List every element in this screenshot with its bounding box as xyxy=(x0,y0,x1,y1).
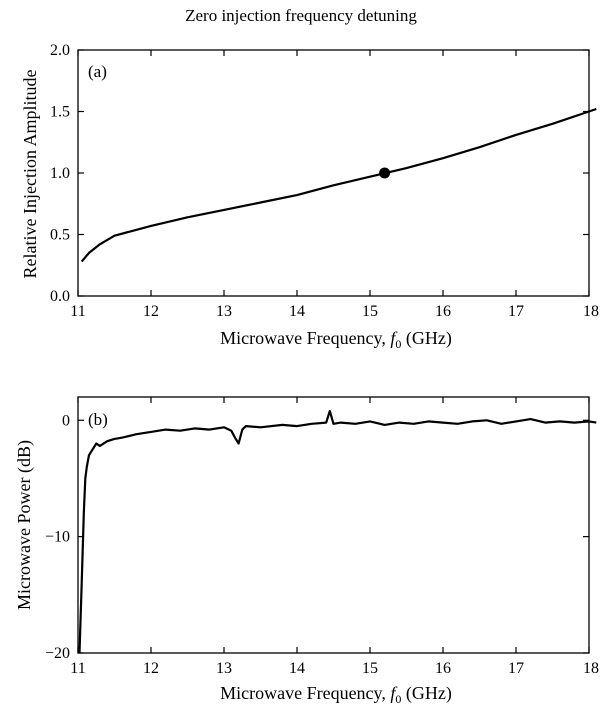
series-line xyxy=(80,107,597,263)
panel-b-x-axis-label: Microwave Frequency, f0 (GHz) xyxy=(220,683,452,706)
panel-a-series xyxy=(80,107,597,263)
series-line xyxy=(78,409,597,654)
panel-b-x-ticks: 11 12 13 14 15 16 17 18 xyxy=(70,397,599,677)
x-tick-label: 14 xyxy=(289,303,305,320)
panel-b-series xyxy=(78,409,597,654)
x-tick-label: 18 xyxy=(583,660,599,677)
panel-a-x-ticks: 11 12 13 14 15 16 17 18 xyxy=(70,50,599,320)
panel-b-y-ticks: −20 −10 0 xyxy=(45,412,589,662)
x-tick-label: 17 xyxy=(508,660,524,677)
x-tick-label: 16 xyxy=(435,303,451,320)
figure-title: Zero injection frequency detuning xyxy=(185,6,417,25)
x-tick-label: 17 xyxy=(508,303,524,320)
x-tick-label: 15 xyxy=(362,303,378,320)
y-tick-label: 0.0 xyxy=(50,288,70,305)
panel-a-y-ticks: 0.0 0.5 1.0 1.5 2.0 xyxy=(50,42,589,305)
panel-a-x-axis-label: Microwave Frequency, f0 (GHz) xyxy=(220,328,452,351)
x-tick-label: 12 xyxy=(143,660,159,677)
x-tick-label: 11 xyxy=(70,660,85,677)
x-tick-label: 18 xyxy=(583,303,599,320)
x-tick-label: 14 xyxy=(289,660,305,677)
data-point-marker xyxy=(379,167,391,179)
y-tick-label: 1.5 xyxy=(50,104,70,121)
panel-b-frame xyxy=(77,396,590,654)
panel-a-frame xyxy=(77,49,590,297)
panel-a: 11 12 13 14 15 16 17 18 0.0 0.5 1.0 1.5 2.0 (a) Mic… xyxy=(20,42,599,351)
panel-a-label: (a) xyxy=(88,62,107,81)
y-tick-label: 1.0 xyxy=(50,165,70,182)
y-tick-label: −20 xyxy=(45,645,70,662)
x-tick-label: 13 xyxy=(216,303,232,320)
x-tick-label: 13 xyxy=(216,660,232,677)
panel-a-y-axis-label: Relative Injection Amplitude xyxy=(20,70,40,279)
y-tick-label: 0.5 xyxy=(50,227,70,244)
panel-b: 11 12 13 14 15 16 17 18 −20 −10 0 (b) Microwave F… xyxy=(14,396,599,706)
panel-b-label: (b) xyxy=(88,410,108,429)
x-tick-label: 16 xyxy=(435,660,451,677)
y-tick-label: 0 xyxy=(62,412,70,429)
y-tick-label: 2.0 xyxy=(50,42,70,59)
panel-b-y-axis-label: Microwave Power (dB) xyxy=(14,440,35,610)
x-tick-label: 12 xyxy=(143,303,159,320)
x-tick-label: 15 xyxy=(362,660,378,677)
y-tick-label: −10 xyxy=(45,529,70,546)
x-tick-label: 11 xyxy=(70,303,85,320)
